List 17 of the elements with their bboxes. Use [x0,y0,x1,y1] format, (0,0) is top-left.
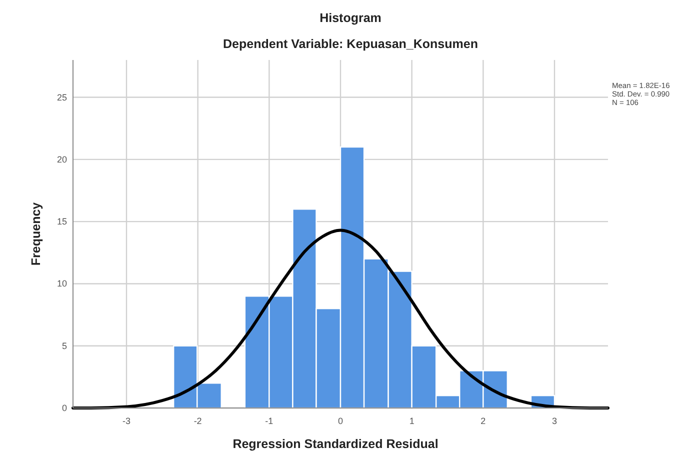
chart-subtitle: Dependent Variable: Kepuasan_Konsumen [223,37,478,51]
x-axis-title: Regression Standardized Residual [232,437,438,451]
x-tick-label: -2 [194,416,202,426]
y-tick-label: 20 [56,154,67,164]
y-tick-label: 0 [62,403,67,413]
x-tick-label: -1 [265,416,274,426]
y-tick-label: 15 [56,216,67,227]
y-tick-label: 25 [56,92,67,102]
x-tick-label: 2 [480,416,486,426]
y-tick-label: 10 [56,278,67,289]
x-tick-label: 3 [552,416,558,426]
x-tick-label: 0 [338,416,344,426]
y-axis-title: Frequency [29,202,43,266]
y-tick-label: 5 [62,340,67,351]
x-tick-label: 1 [409,416,414,426]
chart-title: Histogram [320,11,382,25]
x-tick-label: -3 [122,416,131,426]
